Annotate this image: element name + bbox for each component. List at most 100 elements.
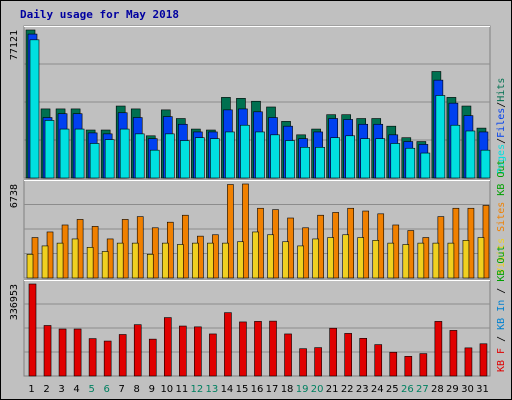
bar-visits	[26, 253, 34, 279]
bar-visits	[146, 253, 154, 279]
bar-kb-f	[404, 356, 413, 377]
legend: Visits Sites KB Out	[496, 160, 507, 274]
x-tick-label: 25	[386, 384, 399, 395]
bar-visits	[417, 242, 425, 279]
bar-pages	[375, 138, 386, 179]
legend-entry: Sites	[496, 202, 507, 232]
bar-kb-f	[239, 321, 247, 377]
x-tick-label: 22	[341, 384, 354, 395]
bar-kb-f	[254, 321, 262, 377]
bar-pages	[225, 131, 235, 179]
legend-entry: /	[496, 282, 507, 300]
bar-pages	[420, 152, 431, 179]
max-value-label: 6738	[9, 184, 20, 208]
bar-visits	[357, 237, 365, 279]
bar-visits	[402, 244, 410, 279]
x-tick-label: 3	[58, 384, 64, 395]
bar-kb-f	[163, 317, 172, 377]
bar-pages	[149, 149, 160, 179]
bar-visits	[71, 238, 79, 279]
x-tick-label: 11	[175, 384, 188, 395]
max-value-label: 77121	[9, 30, 20, 60]
legend: KB F / KB In / KB Out	[496, 246, 507, 372]
bar-kb-f	[103, 340, 112, 377]
bar-pages	[240, 124, 250, 179]
bar-visits	[116, 242, 124, 279]
x-tick-label: 14	[221, 384, 234, 395]
legend-entry: KB Out	[496, 160, 507, 196]
bar-kb-f	[28, 283, 37, 377]
bar-visits	[192, 242, 199, 279]
x-tick-label: 18	[281, 384, 294, 395]
bar-pages	[480, 149, 491, 179]
panel-kb: 336953 KB F / KB In / KB Out	[9, 246, 507, 377]
bar-pages	[195, 137, 205, 179]
bar-kb-f	[194, 326, 202, 377]
bar-pages	[74, 128, 85, 179]
bar-visits	[312, 238, 319, 279]
bar-kb-f	[389, 351, 398, 377]
bar-visits	[177, 244, 184, 279]
bar-kb-f	[314, 347, 322, 377]
panel-visits: 6738 Visits Sites KB Out	[9, 160, 507, 279]
legend-entry: Hits	[496, 78, 507, 102]
x-tick-label: 17	[266, 384, 279, 395]
x-tick-label: 2	[43, 384, 49, 395]
x-tick-label: 31	[476, 384, 489, 395]
bar-kb-f	[269, 320, 277, 377]
x-tick-label: 20	[311, 384, 324, 395]
bar-kb-f	[133, 324, 142, 377]
bar-visits	[207, 242, 214, 279]
bar-pages	[330, 137, 340, 179]
x-tick-label: 10	[160, 384, 173, 395]
bar-kb-f	[209, 333, 217, 377]
legend-entry: /	[496, 138, 507, 144]
bar-visits	[282, 241, 289, 279]
legend-entry: KB Out	[496, 246, 507, 282]
bar-pages	[285, 140, 295, 179]
legend-entry: /	[496, 330, 507, 348]
bar-sites	[151, 227, 159, 279]
bar-pages	[270, 134, 280, 179]
bar-visits	[387, 242, 395, 279]
bar-visits	[161, 242, 169, 279]
legend: Pages/Files/Hits	[496, 78, 507, 174]
x-tick-label: 8	[134, 384, 140, 395]
bar-pages	[390, 143, 401, 179]
bar-kb-f	[299, 348, 307, 377]
bar-visits	[267, 234, 274, 279]
legend-entry: Files	[496, 108, 507, 138]
bar-kb-f	[329, 327, 337, 377]
bar-visits	[131, 242, 139, 279]
bar-pages	[465, 130, 476, 179]
bar-pages	[134, 133, 145, 179]
bar-pages	[44, 120, 55, 179]
bar-kb-f	[479, 343, 488, 377]
bar-pages	[104, 139, 115, 179]
bar-pages	[119, 128, 130, 179]
legend-entry: KB In	[496, 300, 507, 330]
bar-kb-f	[88, 338, 97, 377]
bar-pages	[29, 39, 40, 179]
bar-visits	[222, 242, 229, 279]
bar-visits	[41, 245, 49, 279]
bar-kb-f	[73, 328, 82, 377]
bar-kb-f	[179, 325, 187, 377]
x-tick-label: 19	[296, 384, 309, 395]
x-tick-label: 21	[326, 384, 339, 395]
bar-sites	[242, 183, 249, 279]
bar-pages	[315, 146, 325, 179]
bar-pages	[180, 140, 190, 179]
chart-title: Daily usage for May 2018	[20, 8, 179, 21]
bar-pages	[89, 143, 100, 179]
bar-visits	[101, 251, 109, 279]
x-tick-label: 6	[103, 384, 109, 395]
x-tick-label: 24	[371, 384, 384, 395]
bar-pages	[59, 128, 70, 179]
bar-visits	[86, 247, 94, 279]
bar-kb-f	[284, 333, 292, 377]
bar-kb-f	[419, 353, 428, 377]
